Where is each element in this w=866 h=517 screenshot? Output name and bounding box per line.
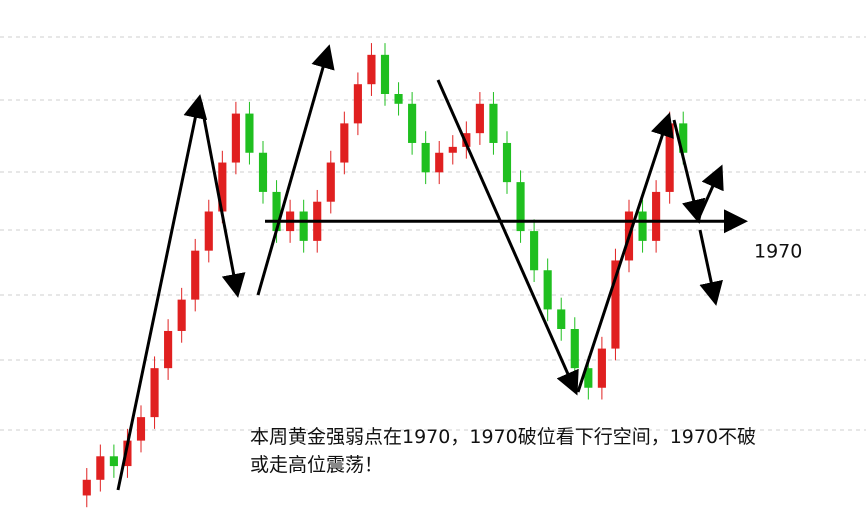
candle-body (421, 142, 430, 173)
candle-body (231, 113, 240, 163)
candle-body (245, 113, 254, 153)
candle-body (326, 162, 335, 202)
candle-body (150, 368, 159, 418)
candle-body (177, 299, 186, 331)
candle-body (123, 440, 132, 467)
candle-body (665, 123, 674, 192)
candle-body (611, 260, 620, 349)
candle-body (448, 146, 457, 153)
candle-body (462, 133, 471, 147)
candle-body (353, 84, 362, 124)
candle-body (435, 152, 444, 173)
candle-body (191, 250, 200, 300)
candle-body (109, 456, 118, 467)
candle-body (638, 211, 647, 241)
candle-body (516, 182, 525, 232)
grid (0, 36, 866, 431)
candle-body (340, 123, 349, 163)
candle-body (164, 330, 173, 369)
candle-body (489, 103, 498, 143)
candle-body (543, 270, 552, 310)
candle-body (380, 54, 390, 94)
candle-body (597, 348, 606, 388)
candle-body (204, 211, 213, 251)
overlay: 1970 (265, 209, 802, 262)
candle-body (367, 54, 376, 85)
annotation: 或走高位震荡！ (250, 454, 383, 476)
candle-body (136, 417, 146, 441)
candle-body (394, 94, 403, 104)
candle-body (299, 211, 308, 241)
candle-body (584, 368, 593, 388)
candle-body (679, 123, 688, 153)
candle-body (218, 162, 227, 212)
candle-body (272, 191, 281, 232)
candle-body (258, 152, 268, 192)
candle-body (96, 456, 105, 480)
candle-body (82, 479, 91, 496)
candle-body (570, 329, 579, 369)
candle-body (502, 142, 512, 183)
candle-body (475, 103, 484, 134)
candle-body (557, 309, 566, 329)
candle-body (530, 231, 539, 271)
candles (82, 43, 688, 508)
reference-label: 1970 (754, 240, 802, 262)
annotation: 本周黄金强弱点在1970，1970破位看下行空间，1970不破 (250, 426, 756, 448)
candle-body (408, 103, 417, 143)
arrows (116, 44, 724, 491)
candle-body (652, 191, 661, 241)
